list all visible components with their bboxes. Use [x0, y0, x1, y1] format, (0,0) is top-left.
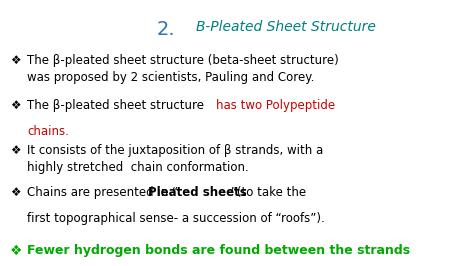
- Text: first topographical sense- a succession of “roofs”).: first topographical sense- a succession …: [27, 212, 325, 225]
- Text: Chains are presented in “: Chains are presented in “: [27, 186, 179, 199]
- Text: ❖: ❖: [10, 144, 20, 156]
- Text: ❖: ❖: [10, 186, 20, 199]
- Text: The β-pleated sheet structure: The β-pleated sheet structure: [27, 99, 208, 112]
- Text: It consists of the juxtaposition of β strands, with a
highly stretched  chain co: It consists of the juxtaposition of β st…: [27, 144, 324, 173]
- Text: ”(to take the: ”(to take the: [227, 186, 306, 199]
- Text: chains.: chains.: [27, 125, 69, 138]
- Text: ❖: ❖: [10, 244, 23, 257]
- Text: B-Pleated Sheet Structure: B-Pleated Sheet Structure: [196, 20, 376, 34]
- Text: Fewer hydrogen bonds are found between the strands: Fewer hydrogen bonds are found between t…: [27, 244, 410, 256]
- Text: 2.: 2.: [157, 20, 175, 39]
- Text: ❖: ❖: [10, 99, 20, 112]
- Text: has two Polypeptide: has two Polypeptide: [216, 99, 335, 112]
- Text: The β-pleated sheet structure (beta-sheet structure)
was proposed by 2 scientist: The β-pleated sheet structure (beta-shee…: [27, 54, 339, 84]
- Text: Pleated sheets: Pleated sheets: [148, 186, 246, 199]
- Text: ❖: ❖: [10, 54, 20, 67]
